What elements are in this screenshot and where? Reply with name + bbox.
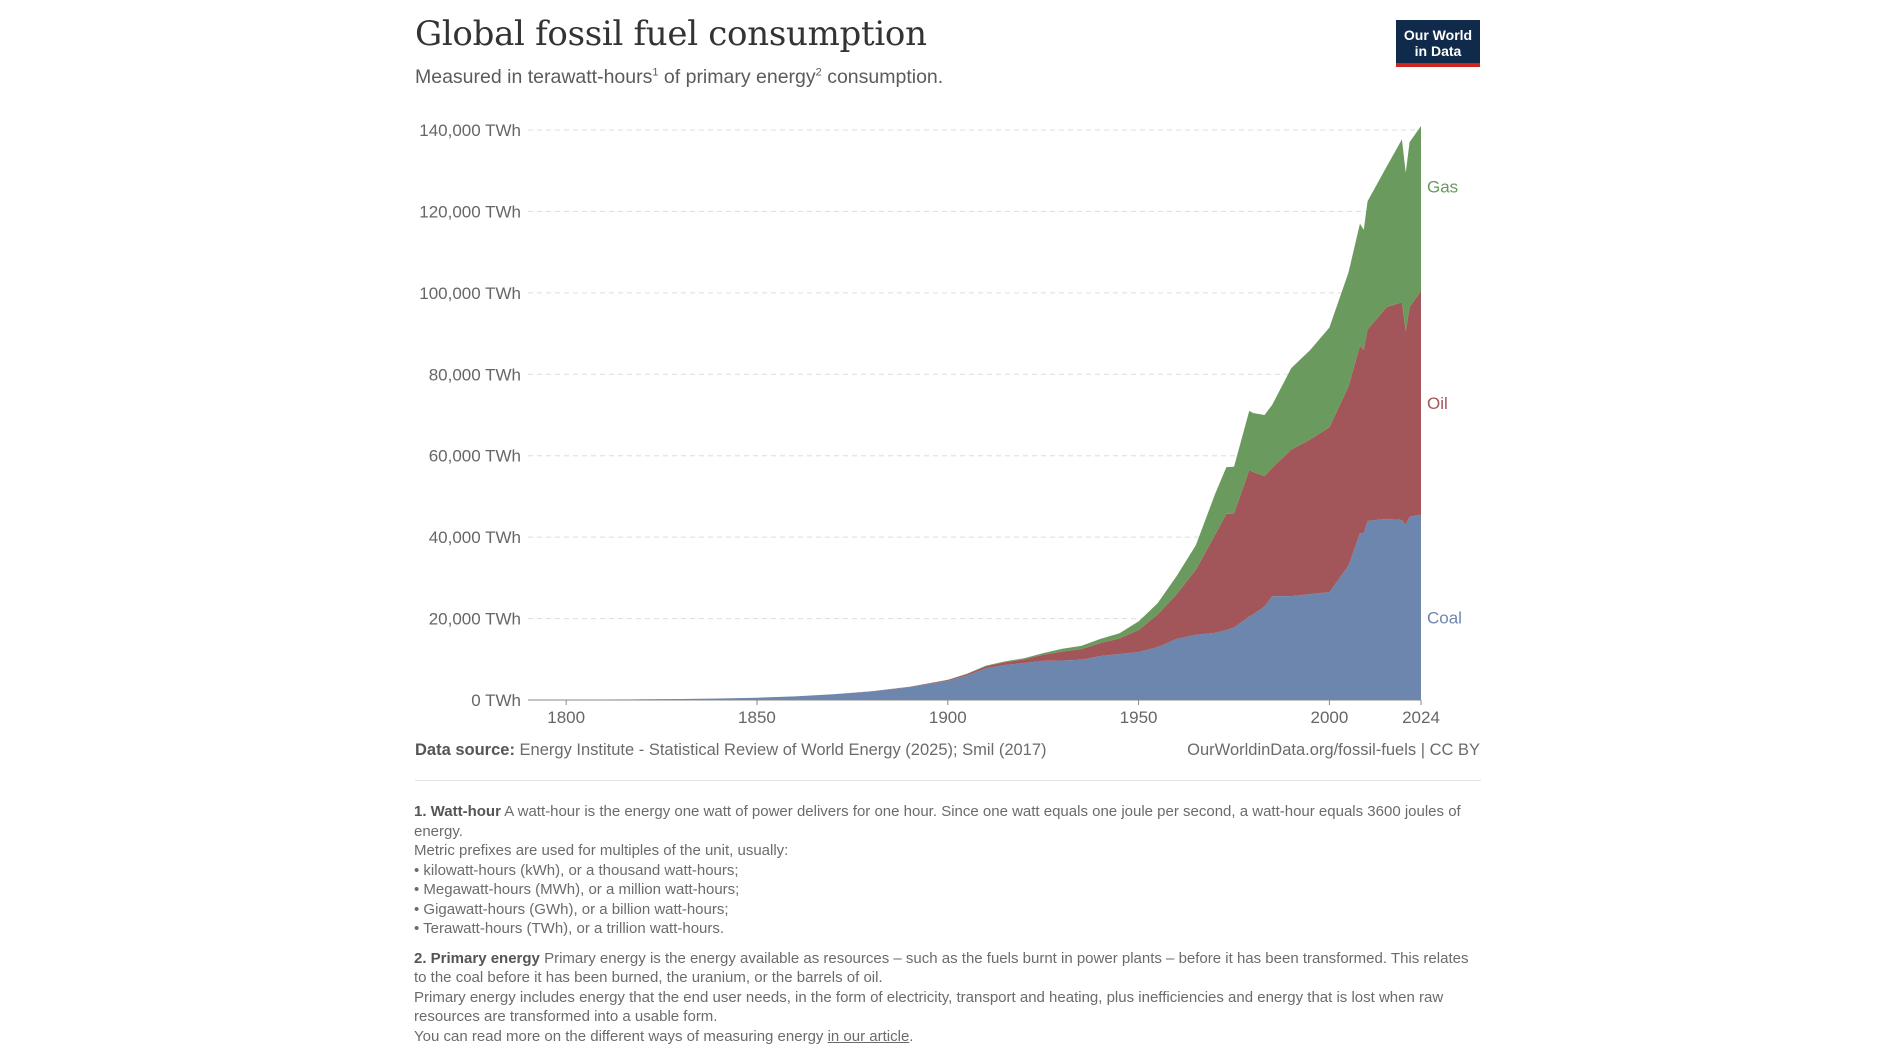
subtitle-text-c: consumption. bbox=[821, 66, 944, 88]
y-tick-label: 100,000 TWh bbox=[419, 284, 521, 303]
divider bbox=[415, 780, 1481, 781]
area-coal bbox=[566, 514, 1421, 700]
footnote-2: 2. Primary energy Primary energy is the … bbox=[414, 949, 1484, 988]
data-source: Data source: Energy Institute - Statisti… bbox=[415, 741, 1047, 760]
area-series bbox=[566, 125, 1421, 700]
footnote-1-bullet: • Terawatt-hours (TWh), or a trillion wa… bbox=[414, 920, 725, 937]
footnote-1-bullet: • Megawatt-hours (MWh), or a million wat… bbox=[414, 881, 740, 898]
footnotes: 1. Watt-hour A watt-hour is the energy o… bbox=[414, 802, 1484, 1046]
gridlines bbox=[528, 129, 1421, 620]
y-tick-label: 120,000 TWh bbox=[419, 202, 521, 221]
logo-line-1: Our World bbox=[1403, 27, 1473, 43]
article-link[interactable]: in our article bbox=[827, 1027, 910, 1045]
footnote-2-line2: Primary energy includes energy that the … bbox=[414, 988, 1444, 1026]
x-tick-label: 2000 bbox=[1310, 708, 1348, 727]
footnote-ref-1[interactable]: 1 bbox=[652, 66, 659, 79]
area-gas bbox=[566, 125, 1421, 700]
footnote-2-line3: You can read more on the different ways … bbox=[414, 1027, 1484, 1047]
series-label-gas: Gas bbox=[1427, 177, 1458, 196]
x-tick-label: 1800 bbox=[547, 708, 585, 727]
y-tick-label: 20,000 TWh bbox=[429, 610, 521, 629]
y-tick-label: 0 TWh bbox=[471, 691, 521, 710]
data-source-text: Energy Institute - Statistical Review of… bbox=[514, 741, 1047, 759]
footnote-1-line2: Metric prefixes are used for multiples o… bbox=[414, 842, 789, 859]
y-tick-label: 140,000 TWh bbox=[419, 121, 521, 140]
y-tick-label: 80,000 TWh bbox=[429, 365, 521, 384]
chart-title: Global fossil fuel consumption bbox=[415, 14, 927, 54]
x-tick-label: 1950 bbox=[1120, 708, 1158, 727]
y-tick-label: 60,000 TWh bbox=[429, 447, 521, 466]
stacked-area-chart: 0 TWh 20,000 TWh 40,000 TWh 60,000 TWh 80,00… bbox=[419, 121, 1462, 727]
subtitle-text-a: Measured in terawatt-hours bbox=[415, 66, 653, 88]
footnote-1-text: A watt-hour is the energy one watt of po… bbox=[414, 803, 1461, 840]
x-tick-label: 1900 bbox=[929, 708, 967, 727]
x-tick-label: 1850 bbox=[738, 708, 776, 727]
series-label-oil: Oil bbox=[1427, 394, 1448, 413]
chart-subtitle: Measured in terawatt-hours1 of primary e… bbox=[415, 66, 943, 89]
footnote-2-head: 2. Primary energy bbox=[414, 949, 540, 967]
footnote-2-line3-a: You can read more on the different ways … bbox=[414, 1027, 828, 1045]
y-tick-label: 40,000 TWh bbox=[429, 528, 521, 547]
owid-logo[interactable]: Our World in Data bbox=[1396, 20, 1480, 67]
footnote-1: 1. Watt-hour A watt-hour is the energy o… bbox=[414, 802, 1484, 841]
data-source-label: Data source: bbox=[415, 741, 515, 759]
footnote-ref-2[interactable]: 2 bbox=[815, 66, 822, 79]
footnote-1-head: 1. Watt-hour bbox=[414, 803, 501, 820]
footnote-2-text: Primary energy is the energy available a… bbox=[414, 949, 1469, 987]
series-label-coal: Coal bbox=[1427, 608, 1462, 627]
credit-link[interactable]: OurWorldinData.org/fossil-fuels | CC BY bbox=[1187, 741, 1480, 759]
subtitle-text-b: of primary energy bbox=[658, 66, 816, 88]
footnote-2-line3-b: . bbox=[909, 1027, 914, 1045]
logo-line-2: in Data bbox=[1414, 43, 1462, 59]
axes: 0 TWh 20,000 TWh 40,000 TWh 60,000 TWh 80,00… bbox=[419, 121, 1440, 727]
footnote-1-bullet: • kilowatt-hours (kWh), or a thousand wa… bbox=[414, 861, 739, 879]
area-oil bbox=[566, 290, 1421, 700]
series-labels: Coal Oil Gas bbox=[1427, 177, 1462, 627]
footnote-1-bullet: • Gigawatt-hours (GWh), or a billion wat… bbox=[414, 900, 729, 918]
x-tick-label: 2024 bbox=[1402, 708, 1440, 727]
